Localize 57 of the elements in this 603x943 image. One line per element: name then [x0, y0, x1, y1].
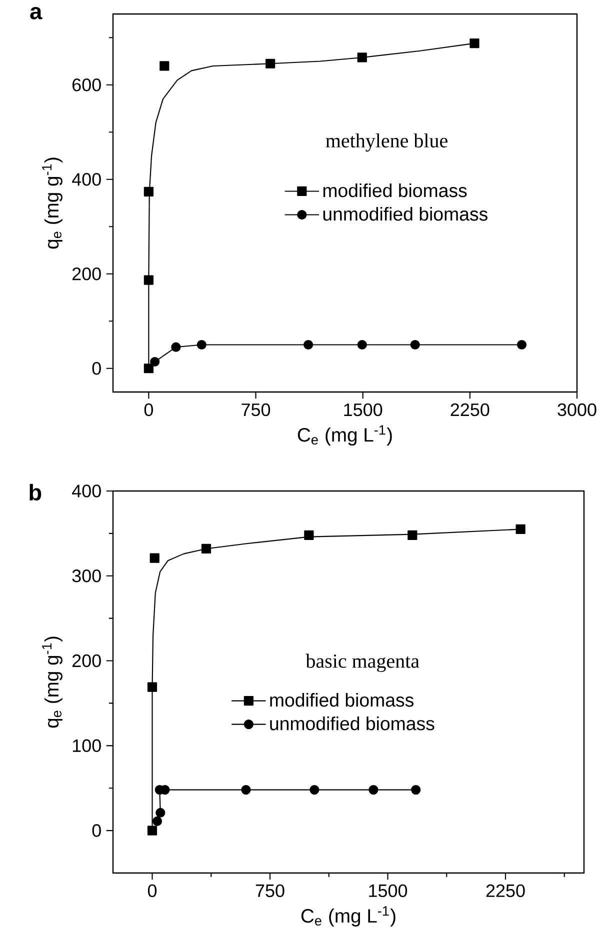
x-tick-label: 2250 — [486, 884, 525, 898]
y-tick-label: 300 — [72, 570, 101, 582]
y-tick-label: 0 — [92, 824, 101, 837]
y-axis-title: q$_{e}$ (mg g$^{-1}$) — [42, 636, 62, 728]
y-tick-label: 600 — [72, 78, 101, 92]
point — [160, 61, 170, 71]
point — [152, 816, 162, 826]
x-tick-label: 0 — [144, 403, 153, 416]
legend-label: modified biomass — [270, 693, 414, 707]
point — [201, 544, 212, 554]
x-tick-label: 3000 — [558, 403, 596, 416]
chart-title: a — [30, 6, 42, 20]
point — [304, 340, 314, 350]
point — [470, 38, 480, 48]
point — [304, 530, 314, 540]
y-tick-label: 200 — [72, 268, 101, 280]
x-axis-title: C$_{e}$ (mg L$^{-1}$) — [298, 425, 392, 446]
point — [171, 342, 181, 352]
chart-title: b — [30, 484, 42, 501]
point — [144, 275, 154, 285]
point — [144, 364, 154, 374]
point — [150, 553, 160, 563]
legend-label: unmodified biomass — [323, 207, 488, 221]
point — [196, 340, 206, 350]
x-tick-label: 1500 — [344, 403, 382, 416]
x-tick-label: 750 — [242, 403, 270, 416]
point — [516, 524, 526, 534]
annotation: methylene blue — [326, 133, 448, 152]
annotation: basic magenta — [306, 654, 420, 672]
point — [150, 356, 160, 367]
point — [516, 340, 527, 350]
legend-label: modified biomass — [323, 183, 467, 198]
y-tick-label: 400 — [72, 173, 101, 186]
point — [156, 808, 166, 818]
x-axis-title: C$_{e}$ (mg L$^{-1}$) — [301, 906, 396, 927]
y-axis-title: q$_{e}$ (mg g$^{-1}$) — [42, 158, 62, 249]
point — [368, 785, 378, 795]
point — [147, 682, 158, 692]
y-tick-label: 0 — [92, 362, 101, 375]
y-tick-label: 200 — [72, 654, 101, 668]
point — [357, 52, 367, 62]
point — [147, 826, 158, 836]
x-tick-label: 1500 — [369, 884, 408, 898]
y-tick-label: 400 — [72, 484, 101, 498]
point — [357, 340, 367, 350]
point — [408, 530, 418, 540]
point — [410, 340, 420, 350]
point — [144, 186, 154, 196]
legend-label: unmodified biomass — [270, 716, 434, 730]
point — [310, 785, 320, 795]
point — [241, 785, 251, 795]
point — [266, 58, 276, 68]
y-tick-label: 100 — [72, 739, 101, 752]
point — [411, 785, 421, 795]
x-tick-label: 750 — [256, 884, 284, 898]
x-tick-label: 2250 — [450, 403, 490, 416]
x-tick-label: 0 — [148, 884, 157, 898]
